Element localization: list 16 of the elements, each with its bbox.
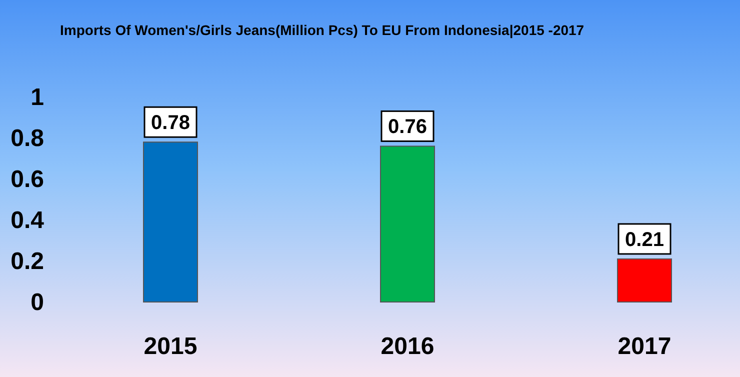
- data-label: 0.78: [151, 112, 190, 134]
- x-tick-label: 2016: [380, 333, 434, 360]
- y-tick-label: 0.2: [10, 248, 44, 275]
- y-tick-label: 0: [30, 289, 44, 316]
- data-label: 0.21: [625, 228, 664, 251]
- y-tick-label: 0.4: [10, 207, 45, 234]
- y-tick-label: 0.8: [10, 125, 44, 152]
- y-tick-label: 1: [30, 84, 44, 111]
- y-tick-label: 0.6: [10, 166, 44, 193]
- bar: [143, 142, 198, 302]
- chart-title: Imports Of Women's/Girls Jeans(Million Pcs) To EU From Indonesia|2015 -2017: [60, 22, 584, 39]
- bar: [617, 258, 672, 302]
- data-label: 0.76: [388, 116, 427, 138]
- x-tick-label: 2015: [144, 333, 198, 360]
- x-tick-label: 2017: [618, 333, 672, 360]
- bar: [380, 146, 435, 302]
